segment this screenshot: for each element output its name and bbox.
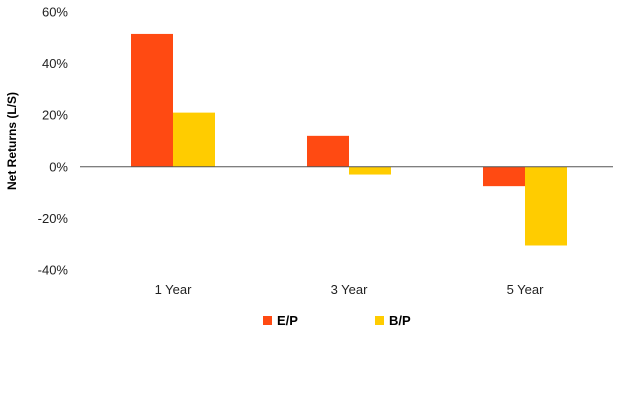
legend-label: B/P [389,313,411,328]
x-tick-label: 5 Year [507,282,545,297]
legend-label: E/P [277,313,298,328]
x-tick-label: 3 Year [331,282,369,297]
bar-e-p-2 [307,135,349,167]
bars [131,33,567,246]
bar-b-p-1 [173,112,215,167]
legend: E/P B/P [263,313,411,328]
legend-swatch [263,316,272,325]
bar-e-p-3 [483,166,525,187]
y-axis-title: Net Returns (L/S) [5,92,19,190]
legend-swatch [375,316,384,325]
y-tick-label: 20% [42,108,68,123]
y-tick-label: -40% [38,263,69,278]
bar-b-p-2 [349,166,391,175]
y-axis-ticks: 60% 40% 20% 0% -20% -40% [38,5,69,278]
bar-e-p-1 [131,33,173,167]
y-tick-label: 0% [49,159,68,174]
y-tick-label: 60% [42,5,68,20]
x-axis-ticks: 1 Year 3 Year 5 Year [155,282,545,297]
x-tick-label: 1 Year [155,282,193,297]
y-tick-label: -20% [38,211,69,226]
y-tick-label: 40% [42,56,68,71]
bar-b-p-3 [525,166,567,246]
